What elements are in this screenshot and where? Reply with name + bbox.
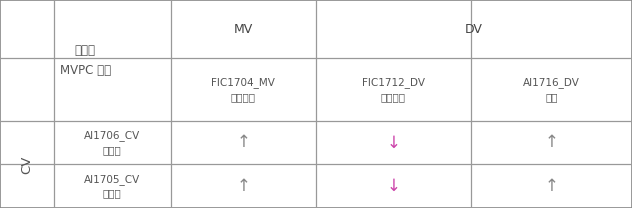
- Text: DV: DV: [465, 23, 483, 36]
- Text: AI1705_CV
氧含量: AI1705_CV 氧含量: [84, 174, 140, 199]
- Text: ↓: ↓: [387, 177, 400, 195]
- Text: FIC1704_MV
粗氯流量: FIC1704_MV 粗氯流量: [211, 77, 276, 102]
- Text: FIC1712_DV
氯塔负荷: FIC1712_DV 氯塔负荷: [362, 77, 425, 102]
- Text: MV: MV: [234, 23, 253, 36]
- Text: CV: CV: [20, 155, 33, 173]
- Text: ↑: ↑: [236, 134, 250, 151]
- Text: 氯系统
MVPC 矩阵: 氯系统 MVPC 矩阵: [60, 44, 111, 77]
- Text: ↑: ↑: [545, 134, 558, 151]
- Text: ↑: ↑: [545, 177, 558, 195]
- Text: AI1706_CV
氯纯度: AI1706_CV 氯纯度: [84, 130, 140, 155]
- Text: ↓: ↓: [387, 134, 400, 151]
- Text: AI1716_DV
泡点: AI1716_DV 泡点: [523, 77, 580, 102]
- Text: ↑: ↑: [236, 177, 250, 195]
